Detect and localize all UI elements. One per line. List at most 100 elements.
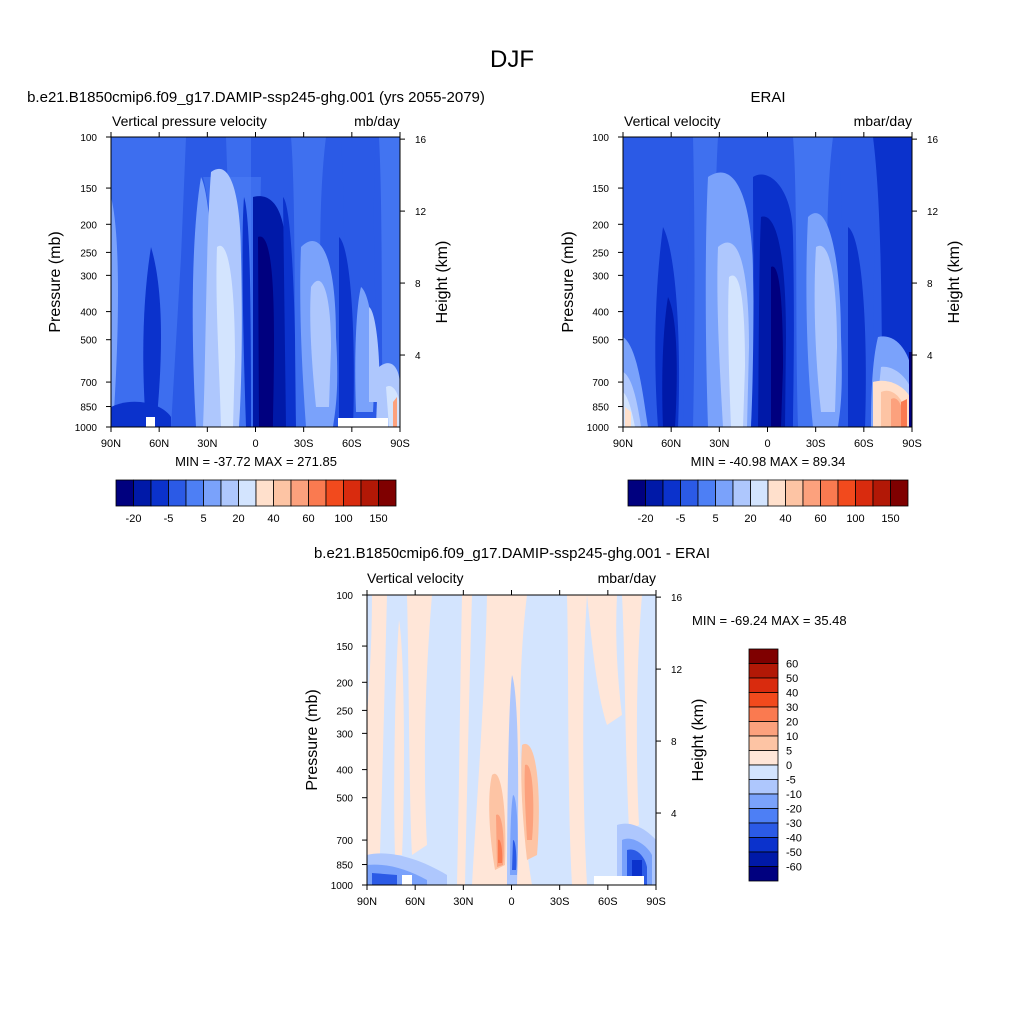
- y-tick-label: 500: [80, 336, 97, 347]
- x-tick-label: 30N: [453, 896, 473, 908]
- axes: 90N 60N 30N 0 30S 60S 90S 100 150 200 250 300 400 500…: [75, 132, 427, 450]
- colorbar-swatch: [748, 648, 779, 664]
- colorbar-swatch: [802, 479, 821, 507]
- colorbar-label: -30: [786, 818, 802, 830]
- y-tick-label: 200: [80, 220, 97, 231]
- colorbar-label: -50: [786, 847, 802, 859]
- y-tick-label: 100: [80, 133, 97, 144]
- colorbar-swatch: [748, 851, 779, 867]
- y-tick-label: 200: [592, 220, 609, 231]
- y-right-tick-label: 16: [671, 593, 683, 604]
- colorbar-label: -20: [638, 513, 654, 525]
- y-tick-label: 250: [592, 248, 609, 259]
- y-tick-label: 400: [336, 766, 353, 777]
- colorbar-label: 100: [334, 513, 352, 525]
- colorbar-label: 20: [232, 513, 244, 525]
- colorbar-swatch: [343, 479, 362, 507]
- colorbar-swatch: [837, 479, 856, 507]
- y-tick-label: 700: [592, 378, 609, 389]
- colorbar: -20 -5 5 20 40 60 100 150: [115, 479, 397, 525]
- x-tick-label: 90S: [646, 896, 666, 908]
- y-tick-label: 250: [80, 248, 97, 259]
- colorbar-swatch: [645, 479, 664, 507]
- colorbar-label: 100: [846, 513, 864, 525]
- y-tick-label: 850: [80, 403, 97, 414]
- x-tick-label: 90S: [902, 438, 922, 450]
- colorbar-label: 20: [744, 513, 756, 525]
- colorbar-label: 60: [302, 513, 314, 525]
- colorbar-label: 0: [786, 760, 792, 772]
- colorbar-swatch: [203, 479, 222, 507]
- min-max: MIN = -40.98 MAX = 89.34: [691, 454, 846, 469]
- colorbar-swatch: [820, 479, 839, 507]
- contour-plot: [367, 595, 656, 885]
- colorbar-label: -5: [676, 513, 686, 525]
- colorbar-label: 10: [786, 731, 798, 743]
- x-tick-label: 0: [508, 896, 514, 908]
- panel-title: b.e21.B1850cmip6.f09_g17.DAMIP-ssp245-gh…: [27, 89, 485, 106]
- colorbar-swatch: [732, 479, 751, 507]
- colorbar-label: 30: [786, 702, 798, 714]
- x-tick-label: 90S: [390, 438, 410, 450]
- right-label: mb/day: [354, 113, 400, 129]
- colorbar-swatch: [767, 479, 786, 507]
- x-tick-label: 60N: [661, 438, 681, 450]
- y-tick-label: 500: [336, 794, 353, 805]
- colorbar-swatch: [748, 866, 779, 882]
- colorbar-swatch: [238, 479, 257, 507]
- y-right-tick-label: 8: [927, 279, 933, 290]
- ylabel: Pressure (mb): [47, 231, 64, 332]
- y-right-tick-label: 12: [927, 207, 939, 218]
- min-max: MIN = -69.24 MAX = 35.48: [692, 613, 847, 628]
- colorbar-label: 150: [881, 513, 899, 525]
- colorbar-swatch: [748, 735, 779, 751]
- panel-title: b.e21.B1850cmip6.f09_g17.DAMIP-ssp245-gh…: [314, 545, 710, 562]
- figure-title: DJF: [490, 46, 534, 73]
- colorbar-swatch: [748, 706, 779, 722]
- y-right-tick-label: 16: [415, 135, 427, 146]
- x-tick-label: 60N: [149, 438, 169, 450]
- contour-plot: [111, 137, 400, 427]
- colorbar-swatch: [872, 479, 891, 507]
- colorbar-label: -5: [164, 513, 174, 525]
- y-tick-label: 300: [80, 271, 97, 282]
- colorbar-label: -20: [126, 513, 142, 525]
- axes: 90N 60N 30N 0 30S 60S 90S 100 150 200 250 300 400 500…: [587, 132, 939, 450]
- y-tick-label: 850: [336, 861, 353, 872]
- colorbar-swatch: [748, 750, 779, 766]
- axes: 90N 60N 30N 0 30S 60S 90S 100 150 200 250 300 400 500…: [331, 590, 683, 908]
- colorbar-label: 5: [786, 746, 792, 758]
- x-tick-label: 60S: [342, 438, 362, 450]
- colorbar-label: 50: [786, 673, 798, 685]
- x-tick-label: 30S: [806, 438, 826, 450]
- y-tick-label: 150: [336, 642, 353, 653]
- colorbar: -20 -5 5 20 40 60 100 150: [627, 479, 909, 525]
- ylabel-right: Height (km): [946, 241, 963, 324]
- colorbar-label: -40: [786, 833, 802, 845]
- right-label: mbar/day: [854, 113, 912, 129]
- colorbar-swatch: [627, 479, 646, 507]
- x-tick-label: 60S: [598, 896, 618, 908]
- x-tick-label: 60N: [405, 896, 425, 908]
- right-label: mbar/day: [598, 570, 656, 586]
- y-tick-label: 150: [80, 184, 97, 195]
- colorbar-label: 5: [712, 513, 718, 525]
- y-tick-label: 300: [592, 271, 609, 282]
- x-tick-label: 30S: [294, 438, 314, 450]
- y-tick-label: 700: [80, 378, 97, 389]
- panel-difference: b.e21.B1850cmip6.f09_g17.DAMIP-ssp245-gh…: [304, 545, 847, 908]
- colorbar-swatch: [168, 479, 187, 507]
- y-right-tick-label: 4: [671, 809, 677, 820]
- colorbar-swatch: [748, 837, 779, 853]
- colorbar-swatch: [748, 663, 779, 679]
- colorbar-swatch: [748, 721, 779, 737]
- colorbar-label: 40: [779, 513, 791, 525]
- colorbar-swatch: [748, 677, 779, 693]
- x-tick-label: 60S: [854, 438, 874, 450]
- y-tick-label: 1000: [587, 423, 610, 434]
- y-tick-label: 300: [336, 729, 353, 740]
- colorbar-swatch: [680, 479, 699, 507]
- colorbar-label: -5: [786, 775, 796, 787]
- x-tick-label: 30N: [197, 438, 217, 450]
